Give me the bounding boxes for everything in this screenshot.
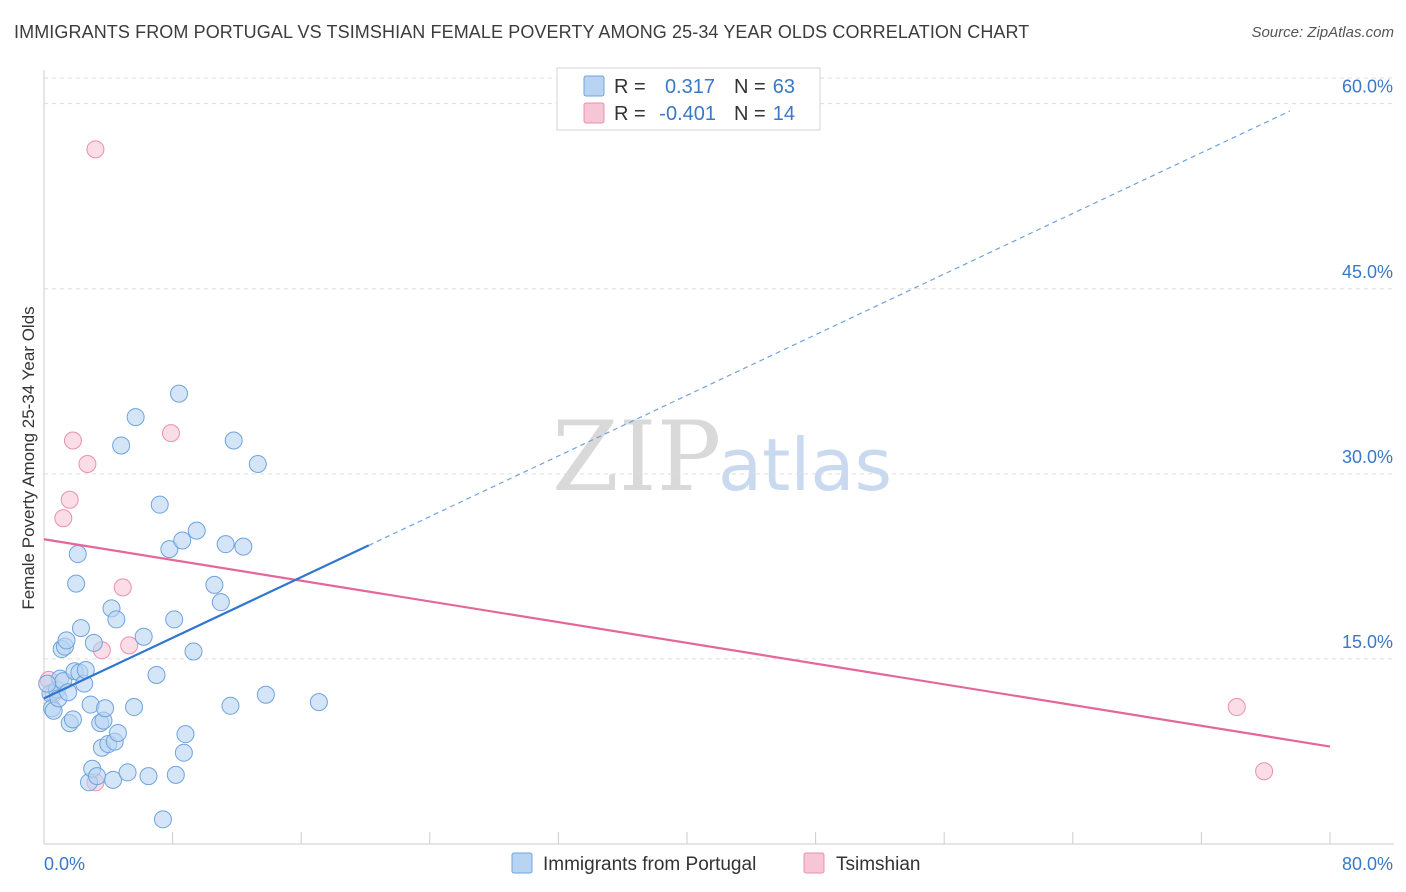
y-tick-label: 15.0% <box>1342 632 1393 652</box>
point-portugal <box>84 633 103 652</box>
series-legend-label-tsimshian: Tsimshian <box>836 854 920 875</box>
y-tick-label: 45.0% <box>1342 262 1393 282</box>
point-portugal <box>150 495 169 514</box>
watermark-atlas: atlas <box>718 423 892 507</box>
point-portugal <box>221 696 240 715</box>
point-portugal <box>176 725 195 744</box>
point-portugal <box>108 723 127 742</box>
series-legend: Immigrants from Portugal Tsimshian <box>511 852 920 875</box>
point-portugal <box>147 665 166 684</box>
point-portugal <box>38 674 57 693</box>
point-portugal <box>134 627 153 646</box>
point-portugal <box>139 767 158 786</box>
point-portugal <box>88 767 107 786</box>
point-portugal <box>224 431 243 450</box>
watermark-zip: ZIP <box>552 401 721 513</box>
series-legend-swatch-tsimshian <box>803 852 825 874</box>
point-portugal <box>57 631 76 650</box>
point-portugal <box>112 436 131 455</box>
point-portugal <box>67 574 86 593</box>
point-portugal <box>205 575 224 594</box>
point-tsimshian <box>113 578 132 597</box>
point-tsimshian <box>78 454 97 473</box>
point-portugal <box>160 540 179 559</box>
series-portugal-points <box>38 384 328 829</box>
point-portugal <box>256 685 275 704</box>
stats-legend: R = 0.317 N = 63 R = -0.401 N = 14 <box>556 67 821 131</box>
point-portugal <box>125 698 144 717</box>
point-portugal <box>107 610 126 629</box>
point-tsimshian <box>1227 698 1246 717</box>
point-portugal <box>96 699 115 718</box>
point-tsimshian <box>120 636 139 655</box>
legend-r-value-tsimshian: -0.401 <box>659 103 716 125</box>
point-portugal <box>166 765 185 784</box>
point-portugal <box>165 610 184 629</box>
point-portugal <box>118 763 137 782</box>
point-tsimshian <box>86 140 105 159</box>
axes <box>43 70 1394 845</box>
legend-r-label-portugal: R = <box>614 76 646 98</box>
point-tsimshian <box>54 509 73 528</box>
trend-line-portugal <box>43 544 370 700</box>
legend-swatch-portugal <box>583 75 605 97</box>
y-tick-labels: 15.0% 30.0% 45.0% 60.0% <box>1342 77 1393 652</box>
point-tsimshian <box>161 424 180 443</box>
point-portugal <box>309 693 328 712</box>
series-legend-label-portugal: Immigrants from Portugal <box>543 854 756 875</box>
point-portugal <box>153 810 172 829</box>
point-portugal <box>211 593 230 612</box>
y-tick-label: 60.0% <box>1342 77 1393 97</box>
x-ticks <box>43 832 1331 844</box>
point-portugal <box>216 535 235 554</box>
chart-title: IMMIGRANTS FROM PORTUGAL VS TSIMSHIAN FE… <box>14 22 1030 42</box>
x-tick-label: 80.0% <box>1342 854 1393 874</box>
legend-r-label-tsimshian: R = <box>614 103 646 125</box>
trend-line-tsimshian <box>43 538 1331 748</box>
series-legend-swatch-portugal <box>511 852 533 874</box>
x-tick-labels: 0.0% 80.0% <box>44 854 1393 874</box>
legend-r-value-portugal: 0.317 <box>665 76 715 98</box>
point-portugal <box>187 521 206 540</box>
point-tsimshian <box>1255 762 1274 781</box>
legend-n-label-portugal: N = <box>734 76 766 98</box>
point-tsimshian <box>60 490 79 509</box>
point-portugal <box>126 408 145 427</box>
legend-n-value-portugal: 63 <box>773 76 795 98</box>
point-portugal <box>170 384 189 403</box>
point-portugal <box>184 642 203 661</box>
source-label: Source: ZipAtlas.com <box>1251 24 1394 41</box>
point-portugal <box>173 531 192 550</box>
trend-lines <box>43 110 1331 748</box>
legend-n-value-tsimshian: 14 <box>773 103 795 125</box>
x-tick-label: 0.0% <box>44 854 85 874</box>
point-tsimshian <box>63 431 82 450</box>
y-axis-label: Female Poverty Among 25-34 Year Olds <box>19 306 38 609</box>
point-portugal <box>71 619 90 638</box>
point-portugal <box>248 454 267 473</box>
point-portugal <box>63 710 82 729</box>
point-portugal <box>174 743 193 762</box>
y-tick-label: 30.0% <box>1342 447 1393 467</box>
point-portugal <box>68 545 87 564</box>
trend-line-portugal-extension <box>368 110 1291 546</box>
point-portugal <box>234 537 253 556</box>
legend-swatch-tsimshian <box>583 102 605 124</box>
point-portugal <box>104 770 123 789</box>
legend-n-label-tsimshian: N = <box>734 103 766 125</box>
